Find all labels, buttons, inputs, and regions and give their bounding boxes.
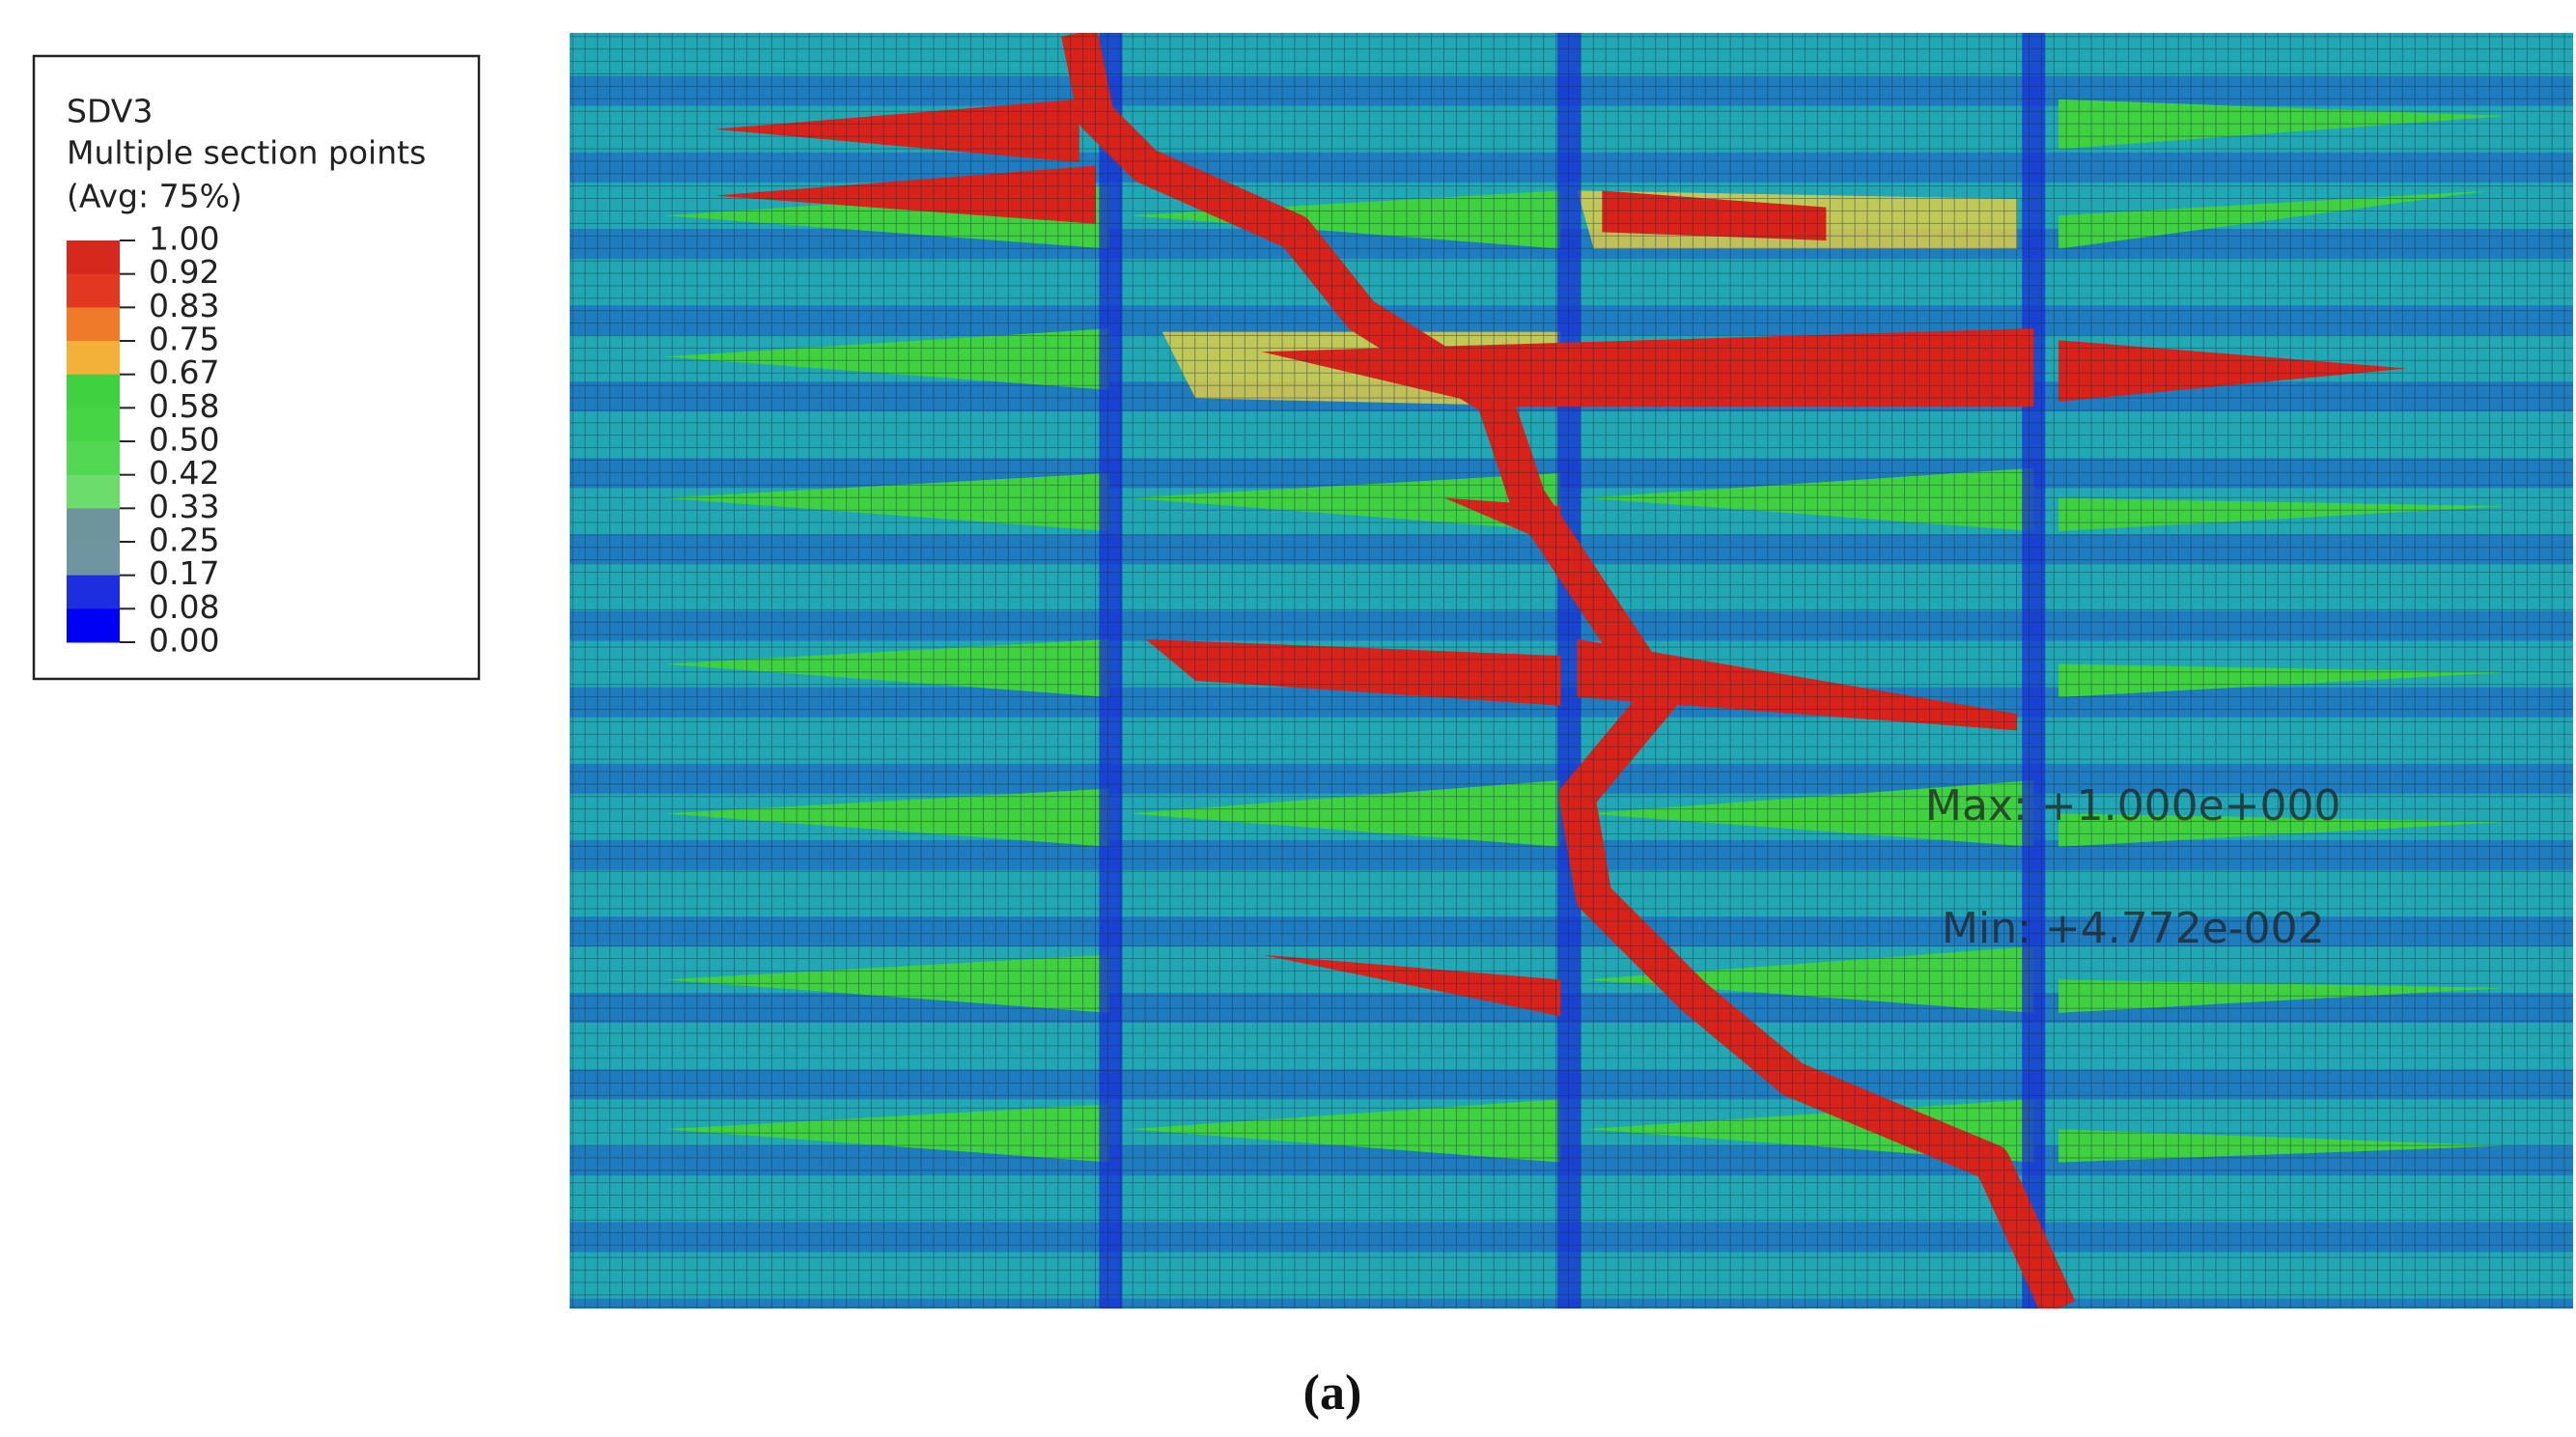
legend-swatch bbox=[67, 508, 120, 543]
legend-swatch bbox=[67, 240, 120, 275]
legend-level: 0.75 bbox=[149, 321, 219, 358]
mesh bbox=[570, 33, 2573, 1309]
legend-level: 0.25 bbox=[149, 521, 219, 559]
legend-scale: 1.000.920.830.750.670.580.500.420.330.25… bbox=[67, 220, 219, 660]
legend-swatch bbox=[67, 474, 120, 509]
legend-swatch bbox=[67, 273, 120, 308]
legend-level: 0.42 bbox=[149, 454, 219, 492]
legend-level: 0.67 bbox=[149, 353, 219, 391]
legend-level: 0.17 bbox=[149, 554, 219, 592]
legend-swatch bbox=[67, 542, 120, 577]
legend-level: 0.83 bbox=[149, 287, 219, 324]
legend: SDV3 Multiple section points (Avg: 75%) … bbox=[32, 54, 481, 681]
min-annotation: Min: +4.772e-002 bbox=[1942, 904, 2325, 953]
legend-level: 1.00 bbox=[149, 220, 219, 258]
legend-swatch bbox=[67, 608, 120, 643]
legend-level: 0.58 bbox=[149, 387, 219, 425]
legend-level: 0.33 bbox=[149, 488, 219, 525]
legend-swatch bbox=[67, 341, 120, 376]
legend-swatch bbox=[67, 408, 120, 442]
legend-note: (Avg: 75%) bbox=[67, 178, 242, 215]
caption: (a) bbox=[1303, 1366, 1362, 1421]
max-annotation: Max: +1.000e+000 bbox=[1925, 781, 2341, 831]
legend-level: 0.00 bbox=[149, 622, 219, 660]
legend-level: 0.08 bbox=[149, 588, 219, 626]
legend-level: 0.92 bbox=[149, 253, 219, 291]
legend-swatch bbox=[67, 374, 120, 409]
legend-level: 0.50 bbox=[149, 421, 219, 459]
legend-title: SDV3 bbox=[67, 93, 153, 130]
legend-swatch bbox=[67, 575, 120, 609]
legend-subtitle: Multiple section points bbox=[67, 134, 426, 172]
contour-plot bbox=[570, 33, 2573, 1309]
legend-swatch bbox=[67, 441, 120, 476]
legend-swatch bbox=[67, 307, 120, 342]
